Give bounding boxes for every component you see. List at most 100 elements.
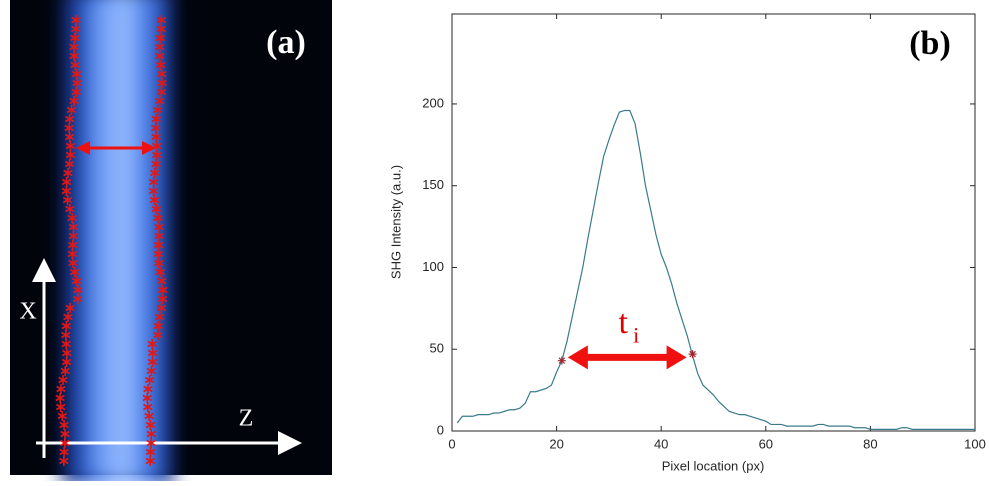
edge-marker xyxy=(146,438,156,448)
panel-label: (a) xyxy=(266,24,306,61)
width-arrowhead xyxy=(567,345,588,370)
z-direction-label: Z xyxy=(239,406,254,432)
edge-marker xyxy=(69,267,80,277)
edge-marker xyxy=(67,213,77,223)
edge-marker xyxy=(60,438,70,448)
edge-marker xyxy=(55,393,65,403)
threshold-marker xyxy=(557,356,566,365)
y-axis-label: SHG Intensity (a.u.) xyxy=(388,165,403,279)
edge-marker xyxy=(142,393,153,403)
edge-marker xyxy=(150,168,160,178)
annotation-subscript: i xyxy=(633,322,639,347)
edge-marker xyxy=(65,150,76,160)
edge-marker xyxy=(58,375,68,385)
plot-frame xyxy=(451,13,976,432)
x-tick-label: 40 xyxy=(654,436,668,451)
edge-marker xyxy=(154,96,165,106)
edge-marker xyxy=(154,51,165,61)
edge-marker xyxy=(153,213,163,223)
edge-marker xyxy=(65,114,75,124)
edge-marker xyxy=(156,24,166,34)
edge-marker xyxy=(65,303,75,313)
edge-marker xyxy=(156,15,166,25)
chart-panel: (b) Pixel location (px) SHG Intensity (a… xyxy=(388,13,986,473)
edge-marker xyxy=(63,312,73,322)
y-tick-label: 0 xyxy=(437,422,444,437)
edge-marker xyxy=(66,105,77,115)
edge-marker xyxy=(154,231,164,241)
edge-marker xyxy=(68,240,78,250)
y-tick-label: 200 xyxy=(422,95,444,110)
edge-marker xyxy=(156,303,167,313)
edge-marker xyxy=(68,258,78,268)
edge-marker xyxy=(62,195,73,205)
edge-marker xyxy=(155,33,165,43)
edge-marker xyxy=(147,348,158,358)
edge-marker xyxy=(153,249,164,259)
edge-marker xyxy=(71,276,82,286)
edge-marker xyxy=(149,195,160,205)
image-panel: X Z (a) xyxy=(10,0,332,485)
x-tick-label: 0 xyxy=(448,436,455,451)
edge-marker xyxy=(147,357,158,367)
edge-marker xyxy=(72,78,82,88)
edge-marker xyxy=(72,294,83,304)
edge-marker xyxy=(69,42,79,52)
edge-marker xyxy=(59,456,69,466)
edge-marker xyxy=(57,411,68,421)
edge-marker xyxy=(56,384,66,394)
edge-marker xyxy=(153,330,163,340)
edge-marker xyxy=(155,267,165,277)
edge-marker xyxy=(157,294,168,304)
edge-marker xyxy=(151,132,161,142)
edge-marker xyxy=(144,375,155,385)
edge-marker xyxy=(61,357,72,367)
edge-marker xyxy=(71,87,81,97)
edge-marker xyxy=(151,204,162,214)
edge-marker xyxy=(68,231,79,241)
edge-marker xyxy=(60,429,70,439)
annotation: t xyxy=(618,304,628,341)
edge-marker xyxy=(154,312,165,322)
edge-marker xyxy=(143,384,153,394)
edge-marker xyxy=(157,276,167,286)
data-line xyxy=(456,109,975,430)
edge-marker xyxy=(64,123,74,133)
edge-marker xyxy=(157,78,167,88)
y-tick-label: 50 xyxy=(430,341,444,356)
edge-marker xyxy=(69,96,79,106)
edge-marker xyxy=(65,204,75,214)
edge-marker xyxy=(67,249,78,259)
edge-marker xyxy=(65,141,76,151)
edge-marker xyxy=(61,186,72,196)
edge-marker xyxy=(68,222,79,232)
edge-marker xyxy=(155,60,166,70)
edge-marker xyxy=(157,285,168,295)
edge-marker xyxy=(61,321,72,331)
width-arrowhead xyxy=(76,141,90,155)
edge-marker xyxy=(55,402,66,412)
edge-marker xyxy=(64,159,75,169)
x-axis-label: Pixel location (px) xyxy=(662,458,765,473)
fiber-core xyxy=(90,0,130,475)
edge-marker xyxy=(153,321,164,331)
edge-marker xyxy=(152,150,162,160)
edge-marker xyxy=(156,69,167,79)
edge-marker xyxy=(64,132,75,142)
edge-marker xyxy=(144,411,154,421)
edge-marker xyxy=(156,87,167,97)
edge-marker xyxy=(154,222,164,232)
edge-marker xyxy=(61,339,71,349)
edge-marker xyxy=(69,51,79,61)
edge-marker xyxy=(152,105,163,115)
edge-marker xyxy=(61,177,72,187)
edge-marker xyxy=(59,447,69,457)
edge-marker xyxy=(62,348,72,358)
edge-marker xyxy=(146,366,157,376)
edge-marker xyxy=(148,177,159,187)
edge-marker xyxy=(154,42,165,52)
x-tick-label: 80 xyxy=(863,436,877,451)
edge-marker xyxy=(71,24,81,34)
edge-marker xyxy=(60,366,70,376)
